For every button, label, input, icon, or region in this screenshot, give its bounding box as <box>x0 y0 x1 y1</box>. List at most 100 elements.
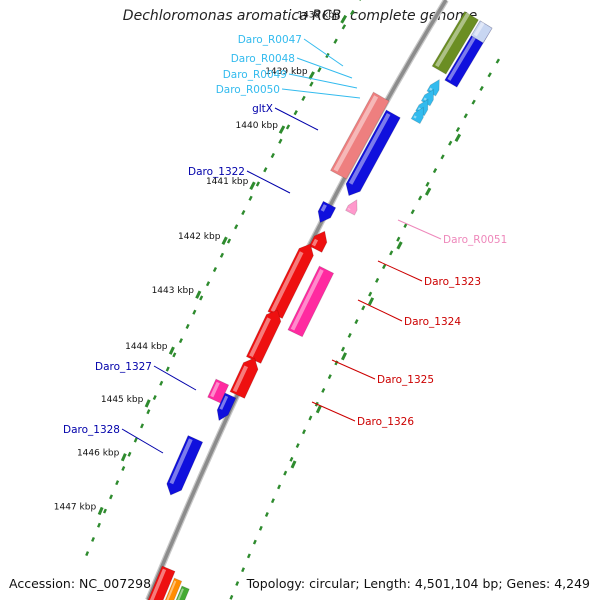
track-dot <box>103 508 107 514</box>
track-dot <box>341 24 347 30</box>
track-dot <box>241 209 246 216</box>
gene-olive <box>431 10 479 75</box>
gene-label: gltX <box>252 103 273 115</box>
outer-tick <box>290 460 297 469</box>
track-dot <box>333 38 338 44</box>
track-dot <box>277 484 282 490</box>
label-leader-line <box>311 401 356 422</box>
track-dot <box>133 437 138 443</box>
feature-highlight <box>169 438 193 485</box>
track-dot <box>361 305 366 311</box>
track-dot <box>97 522 101 528</box>
feature-highlight <box>413 115 417 119</box>
track-dot <box>85 551 90 557</box>
feature-highlight <box>347 208 351 211</box>
gene-bottom-orange <box>164 577 183 600</box>
feature-highlight <box>435 12 470 68</box>
gene-daro-r0051 <box>345 199 358 216</box>
gene-daro-1327 <box>207 378 230 404</box>
track-dot <box>471 99 476 105</box>
track-dot <box>479 85 484 92</box>
track-dot <box>219 252 225 258</box>
track-dot <box>440 154 445 160</box>
track-dot <box>165 366 170 372</box>
track-dot <box>172 352 177 358</box>
track-dot <box>309 81 314 87</box>
feature-highlight <box>333 95 379 172</box>
track-dot <box>354 319 359 325</box>
track-dot <box>295 443 300 449</box>
track-dot <box>340 346 346 352</box>
track-dot <box>258 525 263 531</box>
track-dot <box>178 338 183 344</box>
track-dot <box>270 498 275 504</box>
track-dot <box>226 238 232 244</box>
kbp-tick <box>120 453 127 462</box>
track-dot <box>334 360 339 366</box>
track-dot <box>234 224 239 230</box>
kbp-tick-label: 1445 kbp <box>101 395 144 405</box>
track-dot <box>91 536 95 542</box>
map-title: Dechloromonas aromatica RCB, complete ge… <box>122 8 478 24</box>
gene-daro-1328 <box>166 435 204 496</box>
gene-pink-block <box>329 91 390 180</box>
label-leader-line <box>303 38 344 67</box>
track-dot <box>235 581 240 586</box>
outer-tick <box>424 187 432 196</box>
track-dot <box>212 266 218 273</box>
track-dot <box>159 380 164 386</box>
gene-label: Daro_R0049 <box>223 69 287 81</box>
feature-highlight <box>249 317 271 358</box>
kbp-tick-label: 1444 kbp <box>125 342 168 352</box>
gene-label: Daro_1322 <box>188 166 245 178</box>
track-dot <box>241 567 245 573</box>
gene-label: Daro_R0047 <box>238 34 302 46</box>
label-leader-line <box>377 260 423 282</box>
kbp-tick <box>97 506 104 516</box>
track-dot <box>382 264 387 270</box>
track-dot <box>152 394 157 401</box>
gene-label: Daro_R0048 <box>231 53 295 65</box>
track-dot <box>410 209 415 215</box>
track-dot <box>255 181 261 187</box>
track-dot <box>375 277 380 283</box>
track-dot <box>308 415 313 421</box>
track-dot <box>417 195 423 201</box>
outer-dotted-track <box>229 58 501 600</box>
feature-highlight <box>166 580 177 600</box>
outer-tick <box>315 405 322 414</box>
gene-top-light <box>470 20 493 44</box>
outer-tick <box>340 352 348 361</box>
kbp-tick-label: 1446 kbp <box>77 449 120 459</box>
track-dot <box>248 195 253 201</box>
track-dot <box>432 168 438 174</box>
track-dot <box>205 281 211 287</box>
outer-tick <box>454 133 462 142</box>
track-dot <box>229 594 234 600</box>
kbp-tick-label: 1438 kbp <box>297 11 340 21</box>
feature-highlight <box>149 568 167 600</box>
kbp-tick-label: 1447 kbp <box>54 502 97 512</box>
track-dot <box>246 553 251 559</box>
track-dot <box>396 236 401 242</box>
track-dot <box>146 409 151 415</box>
gene-daro-1322 <box>317 200 337 224</box>
kbp-tick <box>221 236 228 245</box>
gene-label: Daro_1326 <box>357 416 414 428</box>
track-dot <box>448 140 453 146</box>
track-dot <box>495 58 501 64</box>
gene-daro-1324 <box>287 265 335 338</box>
feature-highlight <box>232 365 249 393</box>
topology-text: Topology: circular; Length: 4,501,104 bp… <box>246 576 590 591</box>
kbp-tick <box>195 290 202 299</box>
kbp-tick <box>278 125 286 134</box>
trna-arrow <box>410 106 424 125</box>
track-dot <box>487 72 492 78</box>
track-dot <box>121 465 126 471</box>
gene-label: Daro_R0050 <box>216 84 280 96</box>
track-dot <box>463 113 468 119</box>
kbp-tick <box>168 346 175 355</box>
feature-highlight <box>417 107 422 111</box>
track-dot <box>293 110 298 116</box>
